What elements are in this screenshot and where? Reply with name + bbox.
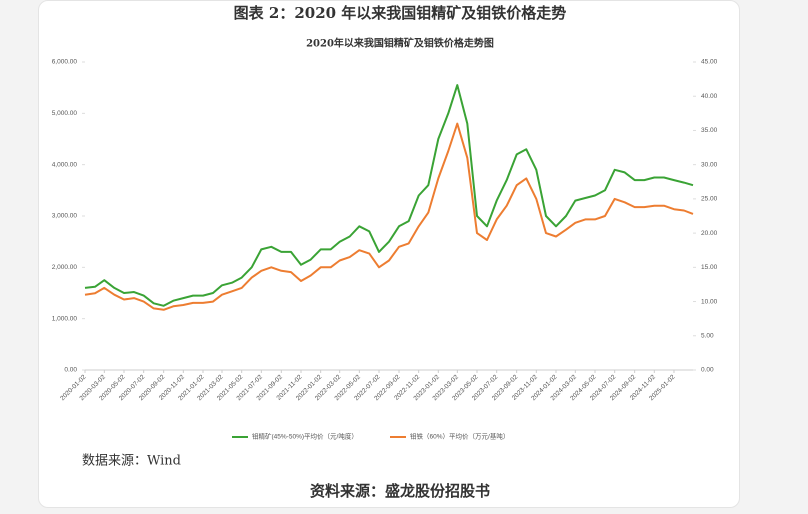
y2-tick-label: 20.00 [701, 230, 718, 237]
y-tick-label: 5,000.00 [52, 110, 78, 117]
card [38, 0, 740, 508]
series-line [84, 122, 694, 311]
legend-label: 钼铁（60%）平均价（万元/基吨） [410, 432, 509, 441]
y-tick-label: 1,000.00 [52, 315, 78, 322]
y2-tick-label: 45.00 [701, 59, 718, 66]
chart-title: 2020年以来我国钼精矿及钼铁价格走势图 [306, 37, 494, 50]
figure-title: 图表 2：2020 年以来我国钼精矿及钼铁价格走势 [234, 4, 567, 22]
y-tick-label: 4,000.00 [52, 161, 78, 168]
y2-tick-label: 25.00 [701, 196, 718, 203]
y2-tick-label: 40.00 [701, 93, 718, 100]
data-source: 数据来源：Wind [82, 454, 181, 469]
y2-tick-label: 35.00 [701, 127, 718, 134]
y2-tick-label: 15.00 [701, 264, 718, 271]
y-tick-label: 2,000.00 [52, 264, 78, 271]
source: 资料来源：盛龙股份招股书 [310, 482, 490, 500]
series-line [84, 84, 694, 307]
y2-tick-label: 5.00 [701, 332, 714, 339]
y-tick-label: 3,000.00 [52, 213, 78, 220]
y2-tick-label: 30.00 [701, 161, 718, 168]
y2-tick-label: 0.00 [701, 367, 714, 374]
y2-tick-label: 10.00 [701, 298, 718, 305]
y-tick-label: 6,000.00 [52, 59, 78, 66]
y-tick-label: 0.00 [64, 367, 77, 374]
legend-label: 钼精矿(45%-50%)平均价（元/吨度） [252, 432, 358, 441]
